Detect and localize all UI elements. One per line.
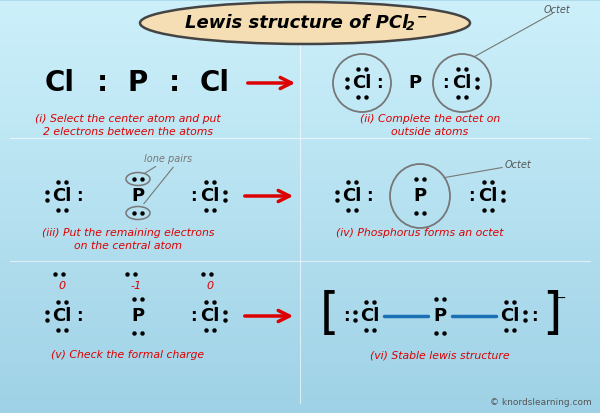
Text: lone pairs: lone pairs <box>144 154 192 164</box>
Text: −: − <box>556 292 566 304</box>
Text: (v) Check the formal charge: (v) Check the formal charge <box>52 350 205 360</box>
Text: :: : <box>365 187 373 205</box>
Text: Octet: Octet <box>505 160 532 170</box>
Text: Cl: Cl <box>452 74 472 92</box>
Text: P: P <box>433 307 446 325</box>
Text: :: : <box>343 307 349 325</box>
Text: −: − <box>417 10 427 24</box>
Text: Lewis structure of PCl: Lewis structure of PCl <box>185 14 409 32</box>
Text: :: : <box>467 187 475 205</box>
Text: 0: 0 <box>58 281 65 291</box>
Text: Octet: Octet <box>543 5 570 15</box>
Text: P: P <box>128 69 148 97</box>
Text: ]: ] <box>542 290 562 338</box>
Text: P: P <box>413 187 427 205</box>
Text: P: P <box>131 307 145 325</box>
Text: :: : <box>190 307 196 325</box>
Text: :: : <box>76 187 82 205</box>
Text: :: : <box>442 74 448 92</box>
Text: Cl: Cl <box>200 187 220 205</box>
Text: P: P <box>409 74 422 92</box>
Text: Cl: Cl <box>343 187 362 205</box>
Text: :: : <box>530 307 538 325</box>
Text: :: : <box>376 74 382 92</box>
Text: Cl: Cl <box>200 69 230 97</box>
Text: 2: 2 <box>406 21 415 33</box>
Text: :: : <box>76 307 82 325</box>
Text: Cl: Cl <box>361 307 380 325</box>
Text: :: : <box>190 187 196 205</box>
Text: © knordslearning.com: © knordslearning.com <box>490 398 592 407</box>
Text: (vi) Stable lewis structure: (vi) Stable lewis structure <box>370 350 510 360</box>
Text: -1: -1 <box>130 281 142 291</box>
Ellipse shape <box>140 2 470 44</box>
Text: Cl: Cl <box>200 307 220 325</box>
Text: Cl: Cl <box>352 74 371 92</box>
Text: :: : <box>169 69 179 97</box>
Text: Cl: Cl <box>52 187 71 205</box>
Text: (ii) Complete the octet on
outside atoms: (ii) Complete the octet on outside atoms <box>360 114 500 137</box>
Text: (iii) Put the remaining electrons
on the central atom: (iii) Put the remaining electrons on the… <box>42 228 214 251</box>
Text: [: [ <box>320 290 340 338</box>
Text: Cl: Cl <box>52 307 71 325</box>
Text: (i) Select the center atom and put
2 electrons between the atoms: (i) Select the center atom and put 2 ele… <box>35 114 221 137</box>
Text: Cl: Cl <box>478 187 497 205</box>
Text: Cl: Cl <box>500 307 520 325</box>
Text: :: : <box>97 69 107 97</box>
Text: P: P <box>131 187 145 205</box>
Text: 0: 0 <box>206 281 214 291</box>
Text: (iv) Phosphorus forms an octet: (iv) Phosphorus forms an octet <box>336 228 504 238</box>
Text: Cl: Cl <box>45 69 75 97</box>
